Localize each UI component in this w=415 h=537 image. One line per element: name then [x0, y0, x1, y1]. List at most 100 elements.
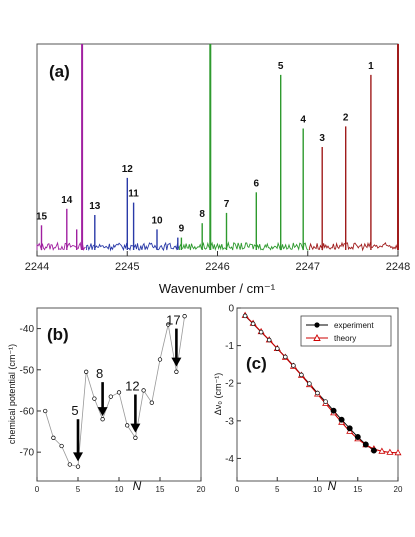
x-tick-label: 2248 — [386, 261, 410, 273]
experiment-point — [370, 447, 377, 454]
peak-label: 14 — [61, 195, 73, 206]
x-tick-label: 0 — [235, 485, 240, 494]
x-tick-label: 10 — [115, 485, 124, 494]
data-point — [157, 357, 163, 362]
panel-c-label: (c) — [246, 354, 267, 373]
peak-label: 15 — [36, 211, 48, 222]
y-tick-label: -3 — [225, 416, 234, 427]
data-point — [59, 443, 64, 449]
peak-label: 2 — [343, 112, 349, 123]
panel-a-x-ticks: 2244 2245 2246 2247 2248 — [25, 251, 410, 273]
data-point — [141, 388, 146, 393]
data-point — [133, 435, 138, 440]
panel-c-x-ticks: 0 5 10 15 20 — [235, 477, 403, 494]
peak-label: 1 — [368, 61, 374, 72]
theory-point — [394, 448, 402, 456]
data-point — [100, 417, 105, 422]
panel-b-y-ticks: -40 -50 -60 -70 — [20, 324, 41, 459]
arrow-label: 8 — [96, 366, 103, 381]
panel-b-x-ticks: 0 5 10 15 20 — [35, 477, 206, 494]
x-tick-label: 2246 — [205, 261, 229, 273]
theory-point — [378, 447, 386, 454]
peak-label: 12 — [122, 164, 134, 175]
spectrum-baseline-3 — [179, 241, 309, 252]
panel-a-label: (a) — [49, 62, 70, 81]
legend-experiment-marker — [314, 322, 320, 328]
data-point — [67, 462, 72, 467]
peak-label: 7 — [224, 199, 230, 210]
data-point — [174, 369, 179, 374]
y-tick-label: -40 — [20, 324, 35, 335]
peak-label: 3 — [319, 133, 325, 144]
x-tick-label: 2244 — [25, 261, 49, 273]
arrow-label: 12 — [125, 379, 139, 394]
panel-b-x-axis-label: N — [133, 479, 142, 493]
data-point — [182, 314, 187, 319]
x-tick-label: 20 — [394, 485, 403, 494]
x-tick-label: 5 — [275, 485, 280, 494]
experiment-point — [323, 399, 328, 404]
legend-theory-marker — [313, 334, 321, 341]
data-point — [43, 408, 48, 414]
experiment-point — [315, 390, 320, 396]
y-tick-label: -2 — [225, 379, 234, 390]
data-point — [108, 394, 113, 399]
spectrum-baseline-2 — [86, 241, 180, 252]
legend-experiment-text: experiment — [334, 321, 374, 330]
peak-label: 13 — [89, 201, 101, 212]
data-point — [149, 400, 154, 405]
experiment-point — [258, 329, 264, 335]
spectrum-baseline-4 — [309, 241, 398, 252]
experiment-point — [250, 321, 256, 327]
data-point — [92, 396, 97, 401]
x-tick-label: 2247 — [296, 261, 320, 273]
spectrum-baseline-1 — [36, 241, 86, 252]
x-tick-label: 15 — [353, 485, 362, 494]
peak-label: 4 — [300, 115, 306, 126]
y-tick-label: 0 — [228, 304, 234, 315]
data-point — [116, 390, 122, 395]
panel-c-y-ticks: 0 -1 -2 -3 -4 — [225, 304, 241, 465]
panel-c-y-axis-label: Δν₀ (cm⁻¹) — [213, 373, 223, 416]
x-tick-label: 0 — [35, 485, 40, 494]
data-point — [166, 322, 171, 327]
arrow-label: 5 — [71, 403, 78, 418]
peak-label: 11 — [128, 189, 139, 200]
panel-c: (c) 0 -1 -2 -3 -4 0 5 10 15 20 experiment theory… — [213, 304, 403, 495]
arrow-head — [171, 357, 182, 367]
peak-label: 9 — [179, 224, 185, 235]
arrow-label: 17 — [166, 313, 180, 328]
panel-b-series — [43, 314, 187, 469]
panel-a-traces — [36, 44, 399, 252]
x-tick-label: 20 — [197, 485, 206, 494]
arrow-head — [73, 452, 83, 462]
panel-b-arrows: 5 8 12 17 — [71, 313, 182, 462]
experiment-point — [346, 425, 353, 432]
theory-point — [386, 448, 394, 455]
peak-label: 6 — [254, 178, 260, 189]
x-tick-label: 5 — [76, 485, 81, 494]
legend-theory-text: theory — [334, 334, 356, 343]
panel-b: (b) -40 -50 -60 -70 0 5 10 15 20 5 8 12 17 chemica… — [7, 307, 206, 494]
experiment-point — [330, 407, 337, 414]
y-tick-label: -70 — [20, 448, 35, 459]
experiment-point — [354, 434, 361, 440]
experiment-point — [299, 372, 304, 378]
experiment-point — [291, 363, 296, 368]
data-point — [75, 464, 81, 469]
experiment-point — [266, 337, 272, 343]
experiment-point — [242, 313, 248, 319]
x-tick-label: 15 — [156, 485, 165, 494]
panel-c-series — [241, 311, 402, 456]
data-point — [125, 423, 130, 428]
panel-c-x-axis-label: N — [328, 479, 337, 493]
experiment-point — [283, 354, 288, 360]
experiment-point — [307, 381, 312, 386]
arrow-head — [130, 423, 141, 433]
peak-label: 10 — [151, 215, 163, 226]
panel-c-legend: experiment theory — [300, 315, 392, 347]
chemical-potential-line — [44, 316, 185, 468]
data-point — [84, 369, 89, 374]
